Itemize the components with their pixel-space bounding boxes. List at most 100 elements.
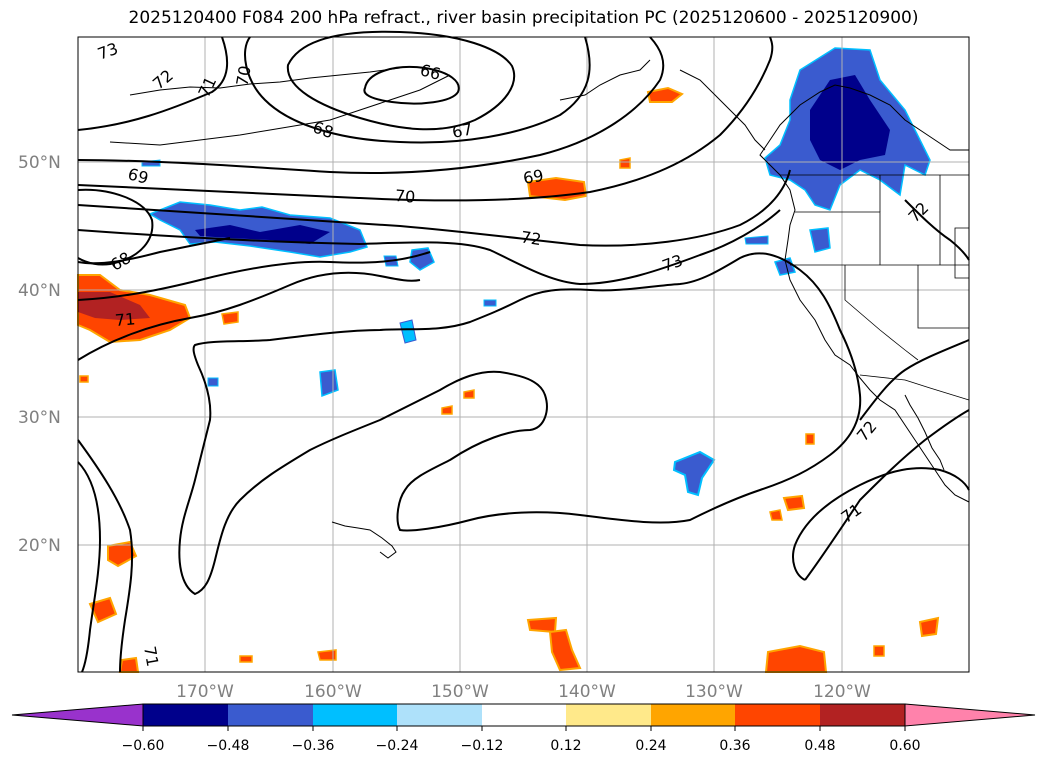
contour-label: 72	[520, 227, 543, 249]
coast-alaska-peninsula	[109, 74, 451, 146]
colorbar-bin	[735, 704, 820, 726]
lon-label: 140°W	[558, 682, 616, 702]
pc-patch-mid-3	[399, 319, 417, 344]
colorbar-bin	[228, 704, 313, 726]
coast-hawaii	[331, 521, 397, 559]
lon-labels: 170°W 160°W 150°W 140°W 130°W 120°W	[176, 682, 871, 702]
border-id	[879, 175, 941, 265]
colorbar-tick-label: 0.60	[889, 738, 920, 754]
colorbar-tick-label: −0.60	[122, 738, 165, 754]
border-nv-ut	[917, 265, 969, 329]
colorbar-bin	[566, 704, 651, 726]
colorbar-tick-label: 0.24	[635, 738, 666, 754]
map-title: 2025120400 F084 200 hPa refract., river …	[128, 8, 919, 28]
pc-patch-small-i	[441, 405, 453, 415]
pc-patch-sw-1	[107, 540, 138, 568]
colorbar-bin	[482, 704, 566, 726]
border-ca-nv	[844, 265, 919, 361]
lat-label: 30°N	[18, 408, 61, 428]
lon-label: 160°W	[304, 682, 362, 702]
contour-72-southwest	[77, 461, 102, 673]
contour-68-north	[244, 36, 591, 144]
pc-patch-south-d	[782, 494, 806, 512]
pc-patch-small-j	[463, 389, 475, 399]
colorbar-extend-high	[904, 703, 1036, 727]
gridlines	[78, 37, 969, 672]
contour-label: 69	[522, 166, 545, 188]
colorbar-extend-low	[11, 703, 144, 727]
colorbar-ticks	[142, 726, 906, 731]
pc-patch-south-a	[526, 616, 558, 634]
border-us-mexico	[859, 374, 970, 401]
colorbar-bin	[397, 704, 482, 726]
refractivity-contours	[77, 30, 970, 673]
contour-71-west	[77, 237, 421, 361]
contour-71-southwest	[77, 439, 134, 673]
pc-patch-small-h	[769, 509, 783, 521]
pc-patch-small-b	[483, 299, 497, 307]
state-borders	[780, 174, 970, 401]
contour-66	[363, 66, 460, 105]
colorbar-bin	[313, 704, 397, 726]
contour-71-east-loop	[792, 467, 970, 581]
colorbar-tick-label: 0.36	[719, 738, 750, 754]
pc-patch-pnw-core	[810, 75, 890, 170]
pc-patch-ca-coast	[809, 227, 831, 253]
pc-patch-alaska	[646, 86, 684, 103]
pc-patch-sw-2	[88, 596, 118, 624]
colorbar-frame	[142, 703, 906, 727]
pc-patch-south-b	[548, 628, 582, 672]
map-border	[77, 36, 970, 673]
coast-bc-islands	[679, 69, 766, 151]
positive-anomaly-patches	[77, 86, 940, 673]
contour-67	[286, 30, 516, 131]
pc-patch-small-o	[873, 645, 885, 657]
colorbar-tick-label: −0.12	[461, 738, 504, 754]
contour-label: 70	[232, 64, 254, 87]
colorbar-tick-label: 0.12	[550, 738, 581, 754]
contour-72-east-north	[904, 199, 970, 261]
lat-labels: 50°N 40°N 30°N 20°N	[18, 153, 61, 556]
pc-patch-small-m	[79, 375, 89, 383]
contour-label: 66	[418, 60, 443, 84]
lon-label: 170°W	[176, 682, 234, 702]
lat-label: 40°N	[18, 281, 61, 301]
pc-patch-south-e	[918, 616, 940, 638]
pc-patch-south-c	[764, 644, 828, 673]
colorbar-bin	[820, 704, 905, 726]
lat-label: 50°N	[18, 153, 61, 173]
coast-baja	[904, 394, 945, 471]
contour-69	[77, 36, 665, 175]
colorbar-tick-label: −0.24	[376, 738, 419, 754]
contour-72-main	[178, 252, 862, 596]
contour-70	[77, 36, 774, 202]
pc-patch-small-k	[239, 655, 253, 663]
lon-label: 150°W	[431, 682, 489, 702]
colorbar-tick-label: 0.48	[804, 738, 835, 754]
lat-label: 20°N	[18, 536, 61, 556]
colorbar: −0.60 −0.48 −0.36 −0.24 −0.12 0.12 0.24 …	[11, 703, 1036, 754]
contour-label: 71	[140, 645, 162, 668]
contour-72-east	[859, 339, 970, 421]
lon-label: 130°W	[685, 682, 743, 702]
contour-72	[77, 169, 791, 247]
contour-71-south	[77, 251, 431, 301]
pc-patch-small-f	[221, 311, 239, 325]
contour-label: 71	[114, 309, 136, 330]
contour-71-east	[804, 409, 970, 581]
contour-73	[77, 209, 781, 286]
pc-patch-north-pacific-west-core	[195, 225, 330, 244]
colorbar-tick-label: −0.48	[207, 738, 250, 754]
pc-patch-small-g	[317, 649, 337, 661]
contour-label: 69	[126, 164, 151, 188]
pc-patch-small-l	[619, 157, 631, 169]
contour-label: 70	[394, 186, 416, 207]
colorbar-bin	[651, 704, 735, 726]
coast-north-america-west	[759, 84, 970, 503]
pc-patch-sw-3	[118, 656, 140, 673]
lon-label: 120°W	[813, 682, 871, 702]
colorbar-tick-label: −0.36	[292, 738, 335, 754]
colorbar-bin	[143, 704, 228, 726]
pc-patch-south-1	[672, 450, 716, 497]
pc-patch-small-n	[805, 433, 815, 445]
